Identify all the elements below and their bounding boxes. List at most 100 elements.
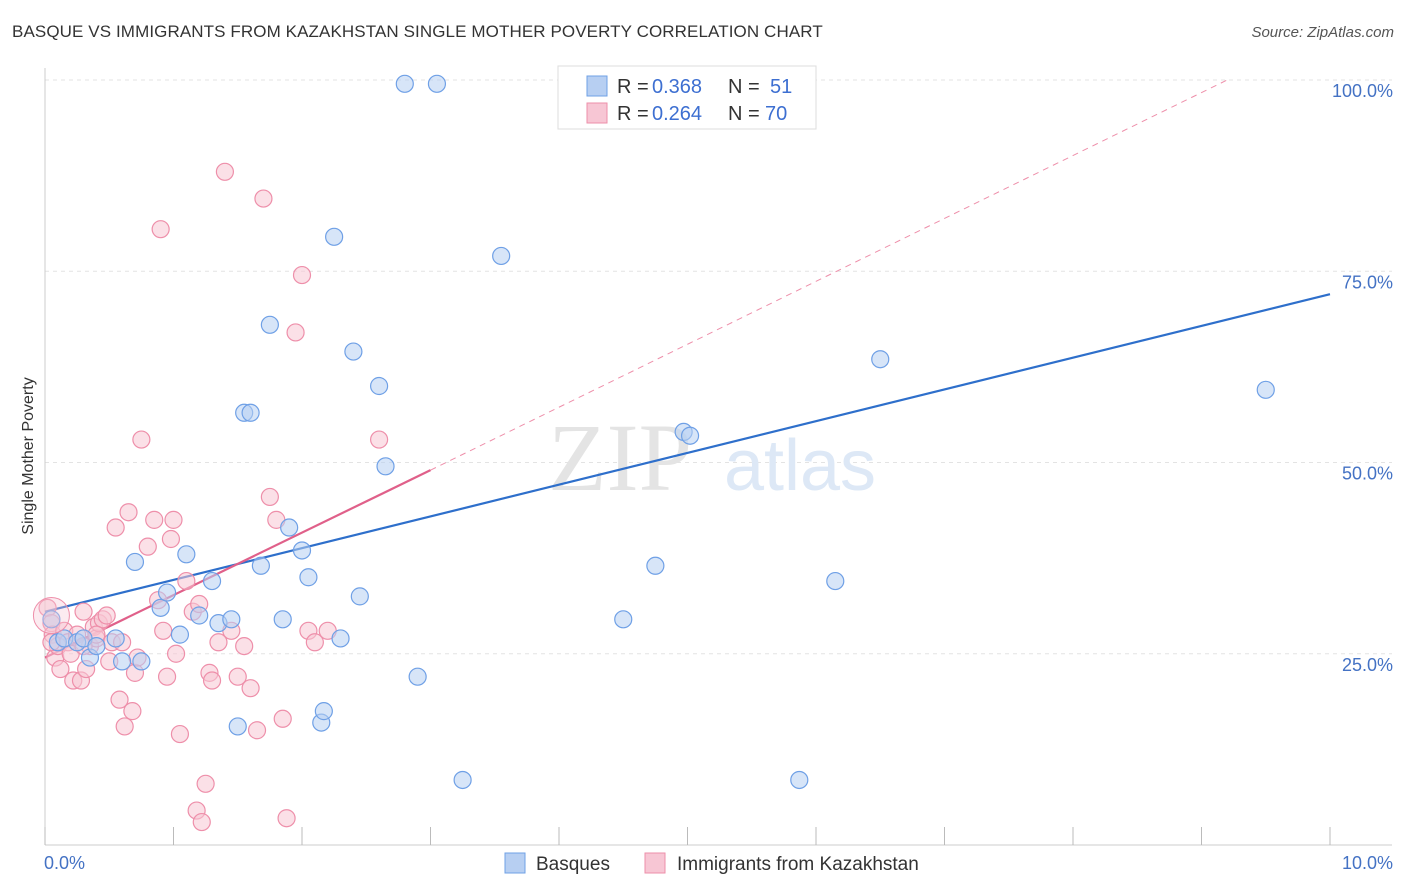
point-kazakhstan-55 xyxy=(247,721,267,740)
point-kazakhstan-61 xyxy=(286,323,305,342)
point-kazakhstan-49 xyxy=(209,633,228,652)
bottom-legend-label-kazakhstan: Immigrants from Kazakhstan xyxy=(677,854,919,875)
point-kazakhstan-59 xyxy=(273,709,292,728)
point-basques-32 xyxy=(344,342,363,361)
legend-r-value-2: 0.264 xyxy=(652,103,702,125)
point-kazakhstan-66 xyxy=(370,430,389,449)
point-kazakhstan-53 xyxy=(235,636,254,656)
bottom-legend-swatch-basques xyxy=(504,852,526,874)
grid-lines xyxy=(45,79,1392,655)
point-kazakhstan-5 xyxy=(51,659,70,679)
point-kazakhstan-45 xyxy=(192,812,211,832)
point-basques-11 xyxy=(151,598,170,617)
point-basques-18 xyxy=(222,610,241,629)
x-tick-label-0: 0.0% xyxy=(44,853,85,873)
y-tick-label-0: 25.0% xyxy=(1342,655,1393,675)
point-basques-16 xyxy=(202,571,222,591)
trend-line-kazakhstan-extension xyxy=(430,79,1228,471)
point-basques-23 xyxy=(260,315,279,334)
y-tick-label-1: 50.0% xyxy=(1342,464,1393,484)
point-kazakhstan-64 xyxy=(305,633,324,652)
point-kazakhstan-23 xyxy=(110,690,129,709)
point-kazakhstan-19 xyxy=(97,606,116,625)
point-kazakhstan-60 xyxy=(277,809,296,828)
point-kazakhstan-40 xyxy=(170,724,190,744)
point-basques-47 xyxy=(826,571,845,591)
point-kazakhstan-48 xyxy=(202,671,222,690)
legend-n-value-1: 51 xyxy=(770,76,792,98)
y-axis-title: Single Mother Poverty xyxy=(20,377,37,534)
x-tick-label-1: 10.0% xyxy=(1342,853,1393,873)
point-kazakhstan-50 xyxy=(215,162,234,181)
point-basques-37 xyxy=(408,667,427,686)
point-basques-33 xyxy=(350,587,369,606)
point-basques-21 xyxy=(241,403,260,422)
point-kazakhstan-57 xyxy=(260,487,279,507)
point-kazakhstan-62 xyxy=(292,265,312,285)
point-basques-15 xyxy=(190,606,209,625)
point-kazakhstan-22 xyxy=(106,518,125,537)
point-kazakhstan-34 xyxy=(151,220,170,239)
point-basques-35 xyxy=(376,457,395,476)
chart-title: BASQUE VS IMMIGRANTS FROM KAZAKHSTAN SIN… xyxy=(12,22,823,41)
point-basques-44 xyxy=(680,426,700,445)
point-kazakhstan-large xyxy=(32,597,70,634)
point-basques-39 xyxy=(453,770,472,790)
point-basques-6 xyxy=(87,636,106,656)
y-tick-label-2: 75.0% xyxy=(1342,272,1393,292)
point-basques-31 xyxy=(331,629,350,648)
top-legend: R = 0.368 N = 51 R = 0.264 N = 70 xyxy=(557,65,817,130)
y-tick-label-3: 100.0% xyxy=(1332,81,1393,101)
point-basques-8 xyxy=(112,652,132,671)
point-kazakhstan-25 xyxy=(115,717,134,736)
bottom-legend-label-basques: Basques xyxy=(536,854,610,875)
point-kazakhstan-41 xyxy=(177,571,196,591)
point-basques-22 xyxy=(251,556,270,575)
legend-n-label-1: N = xyxy=(728,76,760,98)
point-basques-7 xyxy=(106,629,125,648)
point-kazakhstan-12 xyxy=(74,602,93,621)
point-basques-10 xyxy=(132,652,151,671)
point-kazakhstan-27 xyxy=(123,702,142,721)
point-basques-40 xyxy=(492,246,511,266)
point-kazakhstan-30 xyxy=(132,430,151,449)
point-basques-38 xyxy=(427,74,447,93)
point-basques-34 xyxy=(370,376,389,396)
point-basques-42 xyxy=(646,556,665,575)
point-kazakhstan-54 xyxy=(241,679,260,698)
point-basques-19 xyxy=(228,717,247,736)
point-basques-46 xyxy=(790,770,809,790)
point-kazakhstan-39 xyxy=(166,644,186,663)
point-kazakhstan-26 xyxy=(119,503,138,522)
point-basques-24 xyxy=(273,610,292,629)
point-basques-29 xyxy=(314,702,333,721)
axes xyxy=(44,68,1392,846)
legend-n-label-2: N = xyxy=(728,103,760,125)
legend-r-label-2: R = xyxy=(617,103,649,125)
point-basques-14 xyxy=(177,545,196,564)
point-basques-48 xyxy=(871,350,890,369)
point-basques-26 xyxy=(292,541,312,560)
trend-line-kazakhstan xyxy=(44,469,431,659)
legend-swatch-basques xyxy=(586,75,608,97)
point-kazakhstan-52 xyxy=(228,667,247,686)
trend-lines xyxy=(44,79,1331,659)
point-basques-27 xyxy=(299,568,318,587)
point-basques-36 xyxy=(395,74,414,93)
point-kazakhstan-38 xyxy=(164,510,183,529)
point-basques-12 xyxy=(157,583,177,602)
point-kazakhstan-37 xyxy=(161,529,181,549)
point-kazakhstan-32 xyxy=(145,510,164,529)
chart-source: Source: ZipAtlas.com xyxy=(1251,24,1394,41)
point-kazakhstan-36 xyxy=(157,667,177,686)
point-basques-25 xyxy=(280,518,299,537)
point-basques-13 xyxy=(170,625,190,644)
data-points xyxy=(32,74,1275,832)
point-basques-9 xyxy=(125,552,145,572)
x-tick-labels: 0.0% 10.0% xyxy=(44,853,1393,873)
point-kazakhstan-46 xyxy=(196,774,215,793)
legend-swatch-kazakhstan xyxy=(586,102,608,124)
legend-n-value-2: 70 xyxy=(765,103,787,125)
point-kazakhstan-31 xyxy=(138,537,157,556)
point-kazakhstan-56 xyxy=(254,189,273,208)
